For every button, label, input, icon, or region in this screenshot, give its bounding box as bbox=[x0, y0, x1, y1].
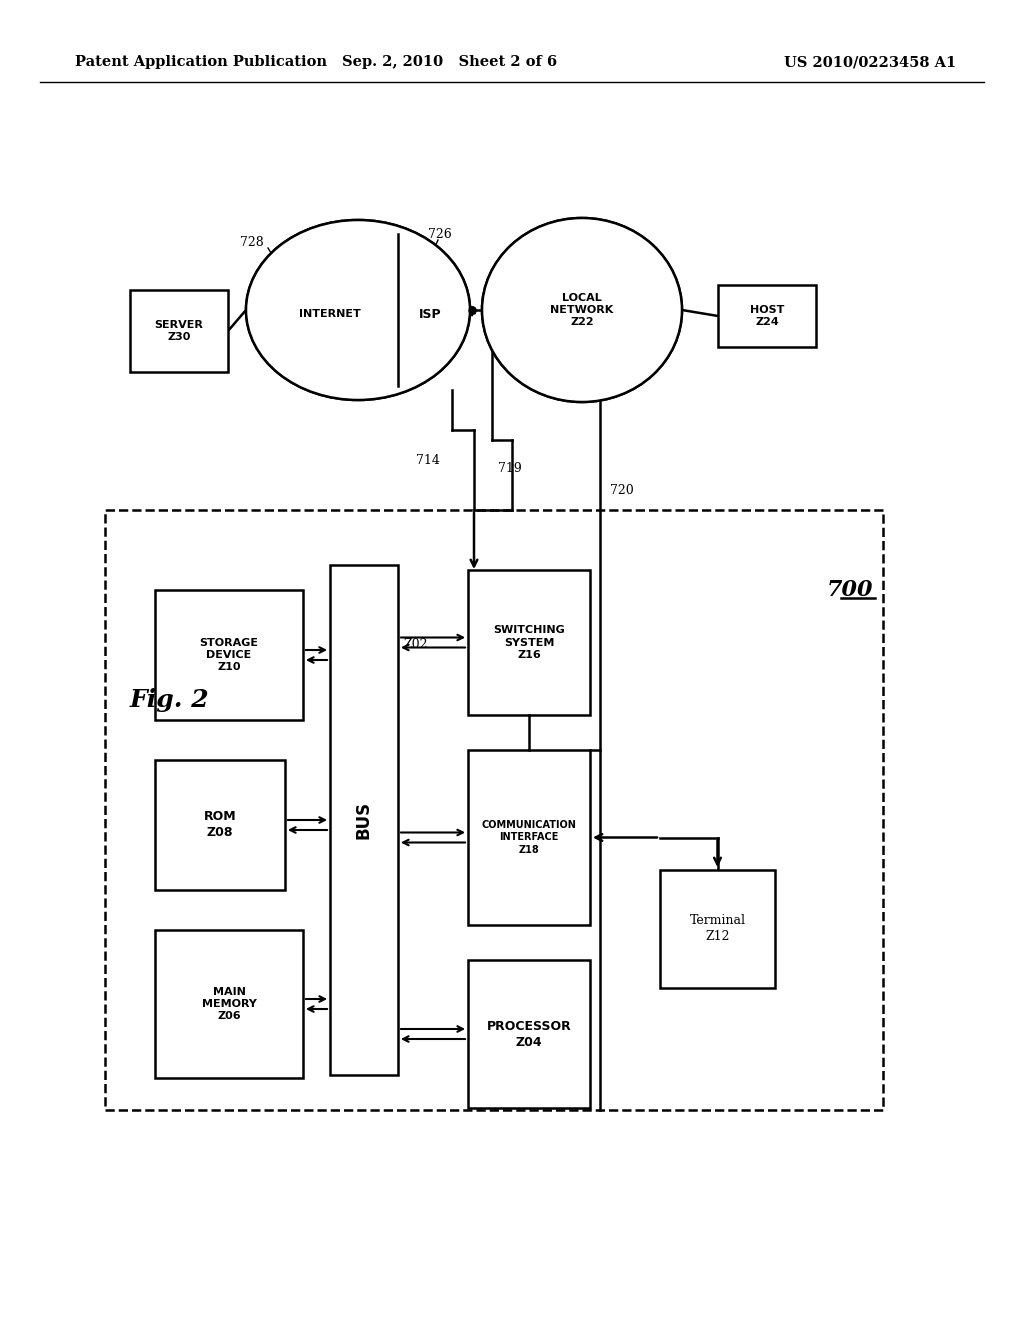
Text: INTERNET: INTERNET bbox=[299, 309, 360, 319]
Text: 728: 728 bbox=[240, 235, 264, 248]
Text: 700: 700 bbox=[826, 579, 873, 601]
Ellipse shape bbox=[246, 220, 470, 400]
Text: 726: 726 bbox=[428, 227, 452, 240]
Text: SWITCHING
SYSTEM
Z16: SWITCHING SYSTEM Z16 bbox=[494, 626, 565, 660]
Ellipse shape bbox=[482, 218, 682, 403]
Text: INTERNET: INTERNET bbox=[299, 309, 360, 319]
Text: Patent Application Publication: Patent Application Publication bbox=[75, 55, 327, 69]
Text: ROM
Z08: ROM Z08 bbox=[204, 810, 237, 840]
Bar bbox=[468, 960, 590, 1107]
Bar bbox=[718, 285, 816, 347]
Bar bbox=[468, 750, 590, 925]
Text: ISP: ISP bbox=[419, 308, 441, 321]
Bar bbox=[130, 290, 228, 372]
Ellipse shape bbox=[246, 220, 470, 400]
Bar bbox=[105, 510, 883, 1110]
Text: MAIN
MEMORY
Z06: MAIN MEMORY Z06 bbox=[202, 986, 256, 1022]
Text: 719: 719 bbox=[498, 462, 522, 474]
Text: PROCESSOR
Z04: PROCESSOR Z04 bbox=[486, 1019, 571, 1048]
Text: LOCAL
NETWORK
Z22: LOCAL NETWORK Z22 bbox=[550, 293, 613, 327]
Text: SERVER
Z30: SERVER Z30 bbox=[155, 319, 204, 342]
Text: Z02: Z02 bbox=[403, 639, 427, 652]
Bar bbox=[330, 565, 398, 1074]
Text: LOCAL
NETWORK
Z22: LOCAL NETWORK Z22 bbox=[550, 293, 613, 327]
Text: Terminal
Z12: Terminal Z12 bbox=[689, 915, 745, 944]
Bar bbox=[155, 590, 303, 719]
Text: 714: 714 bbox=[416, 454, 440, 466]
Bar bbox=[660, 870, 775, 987]
Text: COMMUNICATION
INTERFACE
Z18: COMMUNICATION INTERFACE Z18 bbox=[481, 820, 577, 855]
Text: Sep. 2, 2010   Sheet 2 of 6: Sep. 2, 2010 Sheet 2 of 6 bbox=[342, 55, 557, 69]
Text: BUS: BUS bbox=[355, 801, 373, 840]
Bar bbox=[155, 760, 285, 890]
Text: ISP: ISP bbox=[419, 308, 441, 321]
Text: HOST
Z24: HOST Z24 bbox=[750, 305, 784, 327]
Bar bbox=[468, 570, 590, 715]
Bar bbox=[155, 931, 303, 1078]
Ellipse shape bbox=[482, 218, 682, 403]
Text: 720: 720 bbox=[610, 483, 634, 496]
Text: Fig. 2: Fig. 2 bbox=[130, 688, 210, 711]
Text: STORAGE
DEVICE
Z10: STORAGE DEVICE Z10 bbox=[200, 638, 258, 672]
Text: US 2010/0223458 A1: US 2010/0223458 A1 bbox=[784, 55, 956, 69]
